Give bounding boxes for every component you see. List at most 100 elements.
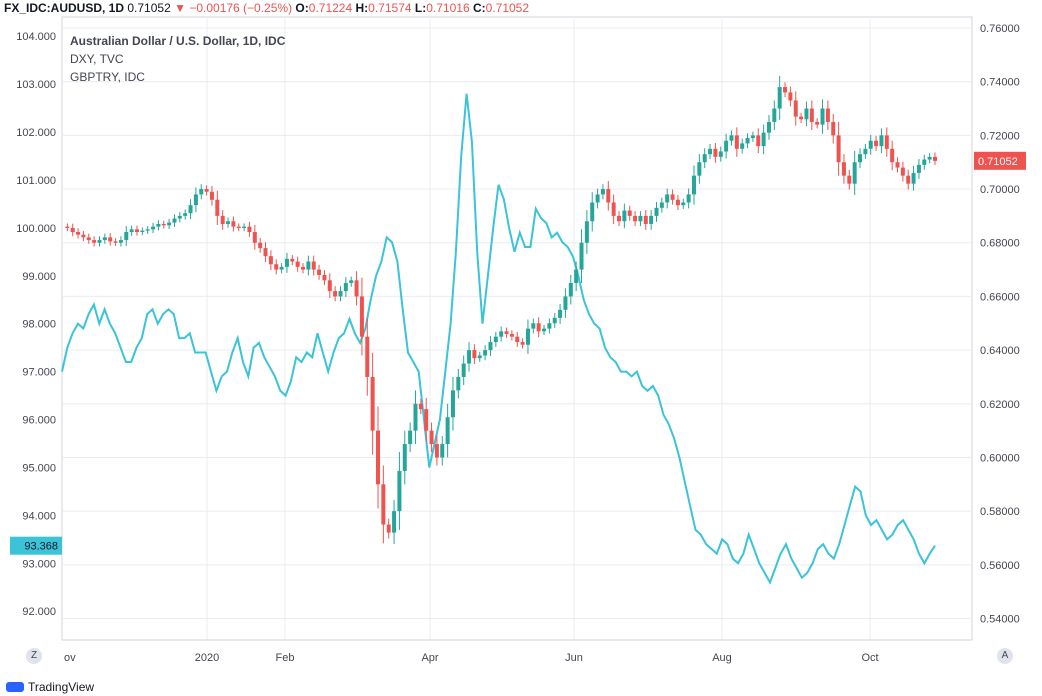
candle-body	[440, 444, 445, 458]
candle-body	[215, 199, 220, 216]
candle-body	[113, 241, 118, 243]
candle-body	[322, 274, 327, 281]
zoom-reset-button[interactable]: Z	[26, 648, 42, 664]
symbol-name[interactable]: FX_IDC:AUDUSD, 1D	[4, 1, 125, 15]
candle-body	[761, 132, 766, 147]
legend-dxy-series[interactable]: DXY, TVC	[70, 52, 124, 66]
x-axis-tick-label: 2020	[195, 652, 219, 664]
candle-body	[311, 261, 316, 270]
candle-body	[724, 140, 729, 152]
tradingview-brand-label: TradingView	[28, 680, 95, 694]
candle-body	[456, 376, 461, 391]
candle-body	[852, 162, 857, 184]
candle-body	[172, 218, 177, 223]
candle-body	[402, 444, 407, 471]
candle-body	[777, 87, 782, 109]
candle-body	[916, 164, 921, 173]
candle-body	[525, 328, 530, 345]
candle-body	[65, 226, 70, 228]
candle-body	[483, 350, 488, 356]
candle-body	[231, 221, 236, 227]
candle-body	[263, 248, 268, 257]
candle-body	[92, 240, 97, 243]
candle-body	[472, 350, 477, 359]
right-axis-tick-label: 0.68000	[980, 238, 1020, 250]
candle-body	[847, 175, 852, 184]
left-axis-tick-label: 95.000	[22, 462, 56, 474]
candle-body	[354, 280, 359, 297]
left-axis-tick-label: 104.000	[16, 31, 56, 43]
candle-body	[108, 237, 113, 242]
candle-body	[933, 156, 937, 161]
candle-body	[151, 226, 156, 230]
price-change: −0.00176 (−0.25%)	[189, 1, 293, 15]
x-axis-tick-label: ov	[64, 652, 76, 664]
candle-body	[467, 350, 472, 364]
last-price: 0.71052	[127, 1, 171, 15]
candle-body	[76, 232, 81, 235]
candle-body	[327, 280, 332, 292]
candle-body	[177, 215, 182, 219]
candle-body	[799, 116, 804, 120]
candle-body	[895, 162, 900, 168]
legend-gbptry-series[interactable]: GBPTRY, IDC	[70, 70, 145, 84]
left-axis-tick-label: 103.000	[16, 79, 56, 91]
candle-body	[199, 189, 204, 195]
left-axis-tick-label: 101.000	[16, 175, 56, 187]
right-axis-tick-label: 0.54000	[980, 614, 1020, 626]
candle-body	[188, 205, 193, 214]
candle-body	[413, 403, 418, 431]
candle-body	[140, 230, 145, 233]
candle-body	[204, 189, 209, 192]
candle-body	[665, 194, 670, 203]
candle-body	[686, 194, 691, 203]
candle-body	[740, 143, 745, 149]
candle-body	[252, 232, 257, 243]
candle-body	[317, 269, 322, 275]
candle-body	[290, 258, 295, 262]
candle-body	[606, 189, 611, 203]
candle-body	[547, 323, 552, 329]
candle-body	[70, 227, 75, 233]
auto-scale-button[interactable]: A	[997, 648, 1013, 664]
open-value: 0.71224	[308, 1, 353, 15]
x-axis-tick-label: Apr	[421, 652, 438, 664]
left-axis-tick-label: 98.000	[22, 319, 56, 331]
candle-body	[831, 121, 836, 136]
candle-body	[381, 484, 386, 525]
legend-main-series[interactable]: Australian Dollar / U.S. Dollar, 1D, IDC	[70, 34, 286, 48]
candle-body	[675, 199, 680, 206]
close-value: 0.71052	[485, 1, 530, 15]
candle-body	[622, 210, 627, 222]
left-axis-tick-label: 94.000	[22, 510, 56, 522]
candle-body	[868, 140, 873, 149]
candle-body	[756, 135, 761, 147]
candle-body	[408, 430, 413, 445]
dxy-last-price-label: 93.368	[24, 541, 58, 553]
candle-body	[284, 258, 289, 267]
candle-body	[617, 215, 622, 222]
candle-body	[600, 189, 605, 195]
candle-body	[691, 175, 696, 195]
candle-body	[349, 280, 354, 284]
candle-body	[579, 242, 584, 270]
tradingview-brand[interactable]: TradingView	[6, 680, 94, 694]
candle-body	[424, 409, 429, 431]
candle-body	[86, 237, 91, 241]
candle-body	[574, 269, 579, 284]
tradingview-logo-icon	[6, 682, 24, 692]
candle-body	[729, 135, 734, 141]
candle-body	[445, 417, 450, 445]
x-axis-tick-label: Oct	[861, 652, 878, 664]
dxy-last-price-marker	[10, 536, 62, 555]
candle-body	[434, 444, 439, 458]
left-axis-tick-label: 102.000	[16, 127, 56, 139]
right-axis-tick-label: 0.60000	[980, 452, 1020, 464]
high-value: 0.71574	[368, 1, 412, 15]
candle-body	[734, 135, 739, 149]
candle-body	[906, 175, 911, 184]
candle-body	[359, 296, 364, 337]
candle-body	[301, 266, 306, 270]
series-legend: Australian Dollar / U.S. Dollar, 1D, IDC…	[70, 32, 285, 86]
